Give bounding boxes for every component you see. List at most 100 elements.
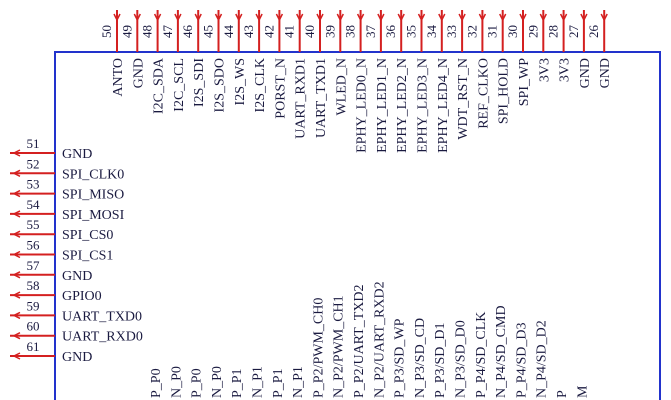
- pin-arrow: [559, 13, 568, 22]
- pin-number: 52: [27, 156, 40, 171]
- pin-number: 58: [27, 278, 40, 293]
- pin-arrow: [478, 13, 487, 22]
- pin-label: ANTO: [111, 58, 126, 97]
- pin-number: 54: [27, 197, 41, 212]
- pin-arrow: [12, 230, 21, 238]
- pin-number: 44: [221, 25, 236, 39]
- pin-label: P_P0: [149, 368, 164, 398]
- pin-number: 27: [566, 25, 581, 39]
- pin-number: 31: [485, 25, 500, 38]
- pin-arrow: [417, 13, 426, 22]
- pin-label: I2S_CLK: [253, 58, 268, 112]
- pin-arrow: [12, 311, 21, 320]
- pin-number: 51: [27, 136, 40, 151]
- pin-number: 41: [282, 25, 297, 38]
- pin-label: P_P2/PWM_CH0: [311, 298, 326, 398]
- pin-number: 56: [27, 238, 41, 253]
- pin-arrow: [438, 13, 446, 22]
- pin-arrow: [316, 13, 324, 22]
- pin-label: 3V3: [537, 58, 552, 82]
- pin-label: M: [575, 385, 590, 398]
- pin-arrow: [12, 149, 21, 157]
- pin-number: 40: [302, 25, 317, 38]
- pin-number: 50: [99, 25, 114, 38]
- pin-number: 29: [525, 25, 540, 38]
- pin-label: EPHY_LED3_N: [416, 58, 431, 153]
- pin-label: N_P1: [291, 366, 306, 398]
- pin-number: 36: [383, 25, 398, 39]
- pin-arrow: [153, 13, 162, 22]
- pin-arrow: [113, 13, 121, 22]
- pin-number: 42: [261, 25, 276, 38]
- pin-label: GND: [62, 269, 92, 284]
- pin-label: GND: [62, 147, 92, 162]
- pin-label: UART_RXD1: [294, 58, 309, 139]
- pin-label: I2S_SDO: [213, 58, 228, 112]
- pin-label: P_P4/SD_D3: [514, 323, 529, 398]
- pin-label: I2S_SDI: [192, 58, 207, 107]
- pin-label: GND: [598, 58, 613, 88]
- pin-number: 33: [444, 25, 459, 38]
- pin-label: N_P3/SD_D0: [454, 320, 469, 398]
- pin-arrow: [133, 13, 141, 22]
- pin-label: GND: [578, 58, 593, 88]
- pin-label: SPI_MISO: [62, 188, 124, 203]
- pin-label: N_P4/SD_D2: [535, 320, 550, 398]
- pin-arrow: [580, 13, 588, 22]
- chip-body: [54, 51, 661, 400]
- pin-label: UART_TXD1: [314, 58, 329, 138]
- pin-number: 53: [27, 177, 40, 192]
- pin-label: N_P3/SD_CD: [413, 318, 428, 398]
- pin-arrow: [214, 13, 223, 22]
- pin-arrow: [12, 352, 21, 360]
- pin-number: 34: [424, 25, 439, 39]
- pin-label: EPHY_LED4_N: [436, 58, 451, 153]
- pin-label: GND: [62, 350, 92, 365]
- pin-number: 39: [322, 25, 337, 38]
- pin-number: 38: [343, 25, 358, 38]
- pin-label: N_P2/PWM_CH1: [332, 295, 347, 398]
- pin-number: 26: [586, 25, 601, 39]
- pin-label: UART_TXD0: [62, 309, 142, 324]
- pin-label: SPI_HOLD: [497, 58, 512, 124]
- pin-number: 45: [201, 25, 216, 38]
- pin-label: N_P0: [169, 366, 184, 398]
- pin-label: P_P4/SD_CLK: [474, 312, 489, 398]
- pin-label: I2C_SCL: [172, 58, 187, 112]
- pin-label: SPI_WP: [517, 58, 532, 106]
- pin-number: 49: [119, 25, 134, 38]
- pin-label: I2S_WS: [233, 58, 248, 105]
- pin-number: 48: [140, 25, 155, 38]
- pin-label: SPI_CLK0: [62, 167, 124, 182]
- pin-number: 35: [404, 25, 419, 38]
- pin-label: 3V3: [558, 58, 573, 82]
- pin-label: P: [555, 390, 570, 398]
- pin-label: PORST_N: [273, 58, 288, 119]
- pin-label: SPI_MOSI: [62, 208, 125, 223]
- pin-arrow: [377, 13, 385, 22]
- pin-number: 46: [180, 25, 195, 39]
- pin-label: P_P3/SD_WP: [393, 318, 408, 398]
- pin-label: P_P2/UART_TXD2: [352, 284, 367, 398]
- pin-label: N_P1: [251, 366, 266, 398]
- pin-label: WDT_RST_N: [456, 58, 471, 140]
- pin-number: 61: [27, 339, 40, 354]
- pin-arrow: [397, 13, 405, 22]
- pin-arrow: [296, 13, 304, 22]
- pin-label: GND: [131, 58, 146, 88]
- pin-arrow: [336, 13, 344, 22]
- pin-arrow: [600, 13, 608, 22]
- pin-number: 55: [27, 217, 40, 232]
- pin-arrow: [275, 13, 284, 22]
- pin-label: WLED_N: [334, 58, 349, 116]
- pin-label: SPI_CS1: [62, 249, 113, 264]
- pin-label: GPIO0: [62, 289, 102, 304]
- pin-label: UART_RXD0: [62, 330, 143, 345]
- pin-label: REF_CLKO: [476, 58, 491, 129]
- pin-label: EPHY_LED1_N: [375, 58, 390, 153]
- pin-arrow: [519, 13, 527, 22]
- pin-number: 59: [27, 298, 40, 313]
- pin-number: 60: [27, 319, 40, 334]
- pin-label: N_P4/SD_CMD: [494, 305, 509, 398]
